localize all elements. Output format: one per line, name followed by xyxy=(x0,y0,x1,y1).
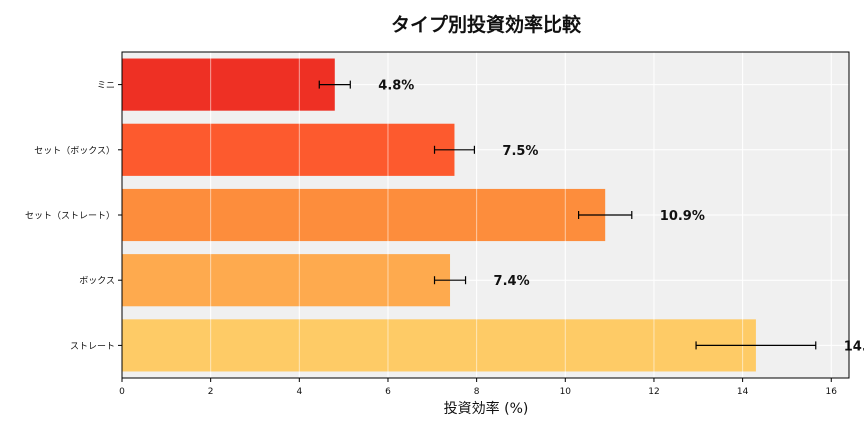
y-tick-label: セット（ボックス） xyxy=(34,145,115,156)
bar xyxy=(122,188,606,242)
x-tick-label: 10 xyxy=(560,387,572,397)
x-tick-label: 2 xyxy=(208,387,214,397)
bar xyxy=(122,58,335,111)
x-tick-label: 12 xyxy=(648,387,659,397)
value-label: 7.5% xyxy=(502,144,538,159)
bar xyxy=(122,319,756,372)
x-tick-label: 4 xyxy=(296,387,302,397)
value-label: 14.3% xyxy=(844,339,864,354)
bars xyxy=(121,52,832,378)
x-tick-label: 16 xyxy=(826,387,838,397)
x-tick-label: 6 xyxy=(385,387,391,397)
error-bars xyxy=(318,80,817,350)
value-label: 7.4% xyxy=(494,274,530,289)
chart-title: タイプ別投資効率比較 xyxy=(391,13,582,36)
value-labels: 4.8% 7.5% 10.9% 7.4% 14.3% xyxy=(378,79,864,355)
x-tick-label: 14 xyxy=(737,387,749,397)
x-axis-label: 投資効率 (%) xyxy=(444,400,529,417)
x-tick-label: 0 xyxy=(119,387,125,397)
x-tick-labels: 0 2 4 6 8 10 12 14 16 xyxy=(119,378,837,397)
value-label: 10.9% xyxy=(660,209,705,224)
y-tick-label: ボックス xyxy=(79,276,115,287)
y-tick-label: セット（ストレート） xyxy=(25,211,115,222)
y-tick-label: ストレート xyxy=(70,342,115,352)
bar xyxy=(122,123,455,176)
x-tick-label: 8 xyxy=(474,387,480,397)
y-tick-label: ミニ xyxy=(97,81,115,91)
bar xyxy=(122,254,451,307)
value-label: 4.8% xyxy=(378,79,414,94)
